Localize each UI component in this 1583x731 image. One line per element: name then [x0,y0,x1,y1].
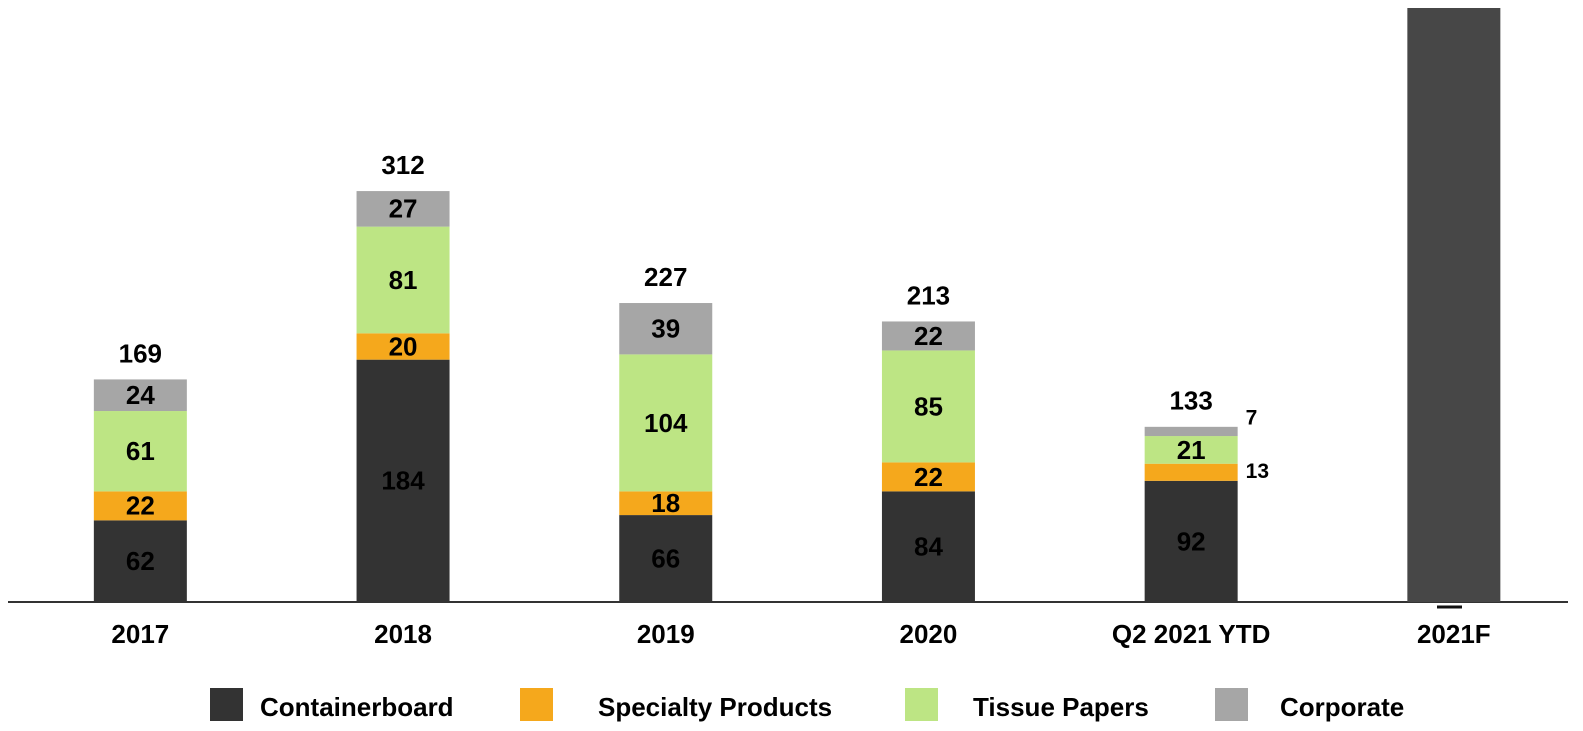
data-label: 61 [126,436,155,466]
data-label: 81 [389,265,418,295]
data-label: 27 [389,194,418,224]
bar-segment [1144,436,1238,464]
bar-segment [881,321,975,351]
x-tick-label: 2020 [900,619,958,649]
data-label: 104 [644,408,688,438]
legend-label: Corporate [1280,692,1404,722]
bar-segment [356,191,450,227]
data-label: 22 [914,462,943,492]
bar-segment [1144,463,1238,481]
data-label: 39 [651,314,680,344]
data-label: 22 [914,321,943,351]
bar-segment [93,379,187,412]
data-label: 85 [914,391,943,421]
bar-segment [93,520,187,602]
x-tick-label: Q2 2021 YTD [1112,619,1271,649]
forecast-bar [1407,8,1501,602]
bar-segment [1144,426,1238,437]
data-label: 24 [126,380,155,410]
data-label: 13 [1246,460,1269,483]
data-label: 92 [1177,526,1206,556]
bar-segment [356,359,450,602]
legend-label: Specialty Products [598,692,832,722]
data-label: 22 [126,491,155,521]
bar-segment [619,491,713,516]
data-label: 62 [126,546,155,576]
x-tick-label: 2018 [374,619,432,649]
bar-segment [93,491,187,521]
legend-label: Tissue Papers [973,692,1149,722]
bar-segment [1144,480,1238,602]
data-label: 20 [389,331,418,361]
legend-swatch [520,688,553,721]
bar-segment [619,303,713,355]
data-label: 21 [1177,435,1206,465]
x-tick-label: 2019 [637,619,695,649]
data-label: 84 [914,532,943,562]
total-label: 227 [644,262,687,292]
total-label: 133 [1169,386,1212,416]
x-tick-label: 2021F [1417,619,1491,649]
total-label: 312 [381,150,424,180]
total-label: 213 [907,280,950,310]
data-label: 7 [1246,406,1258,429]
legend-swatch [210,688,243,721]
data-label: 184 [381,466,425,496]
legend-label: Containerboard [260,692,454,722]
legend-swatch [1215,688,1248,721]
total-label: 169 [119,338,162,368]
data-label: 18 [651,488,680,518]
bar-segment [93,411,187,492]
bar-segment [619,515,713,602]
bar-segment [356,333,450,360]
bar-segment [619,354,713,492]
data-label: 66 [651,543,680,573]
legend-swatch [905,688,938,721]
bar-segment [881,462,975,492]
x-tick-label: 2017 [111,619,169,649]
bar-segment [881,350,975,463]
bar-segment [356,226,450,334]
bar-segment [881,491,975,602]
